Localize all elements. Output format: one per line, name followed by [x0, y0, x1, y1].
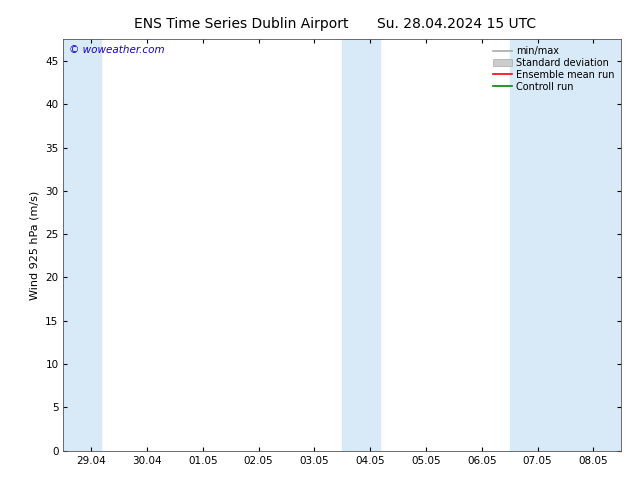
Bar	[342, 39, 380, 451]
Text: Su. 28.04.2024 15 UTC: Su. 28.04.2024 15 UTC	[377, 17, 536, 31]
Legend: min/max, Standard deviation, Ensemble mean run, Controll run: min/max, Standard deviation, Ensemble me…	[491, 44, 616, 94]
Bar	[510, 39, 621, 451]
Text: ENS Time Series Dublin Airport: ENS Time Series Dublin Airport	[134, 17, 348, 31]
Text: © woweather.com: © woweather.com	[69, 46, 165, 55]
Bar	[63, 39, 101, 451]
Y-axis label: Wind 925 hPa (m/s): Wind 925 hPa (m/s)	[30, 191, 40, 299]
